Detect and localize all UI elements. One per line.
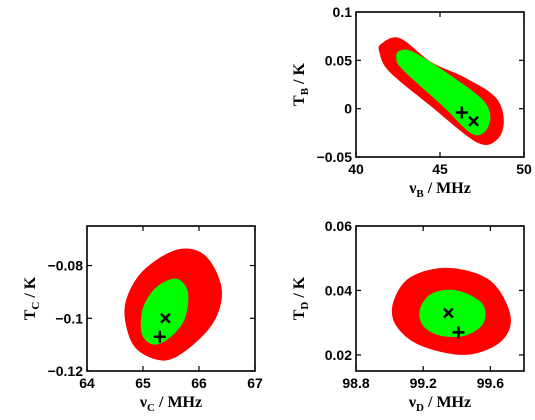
panel-c: 64 65 66 67 −0.12 −0.1 −0.08 νC / MHz TC / K [22, 225, 263, 414]
x-axis-label: νB / MHz [408, 180, 471, 200]
plot-area [378, 37, 504, 146]
cross-marker [160, 312, 171, 324]
cross-marker [468, 115, 479, 127]
y-tick-label: −0.1 [55, 310, 83, 326]
x-tick-label: 65 [135, 375, 151, 391]
x-tick-label: 40 [348, 161, 364, 177]
y-axis-label: TD / K [291, 276, 311, 320]
x-tick-label: 99.2 [410, 375, 437, 391]
x-axis-label: νD / MHz [408, 394, 471, 414]
y-axis-label: TB / K [291, 62, 311, 105]
x-tick-label: 64 [79, 375, 95, 391]
x-tick-label: 98.8 [342, 375, 369, 391]
y-tick-label: 0.1 [333, 4, 353, 20]
y-tick-label: 0.02 [325, 347, 352, 363]
y-tick-label: 0.05 [325, 52, 352, 68]
x-tick-label: 50 [516, 161, 532, 177]
panel-b: 40 45 50 −0.05 0 0.05 0.1 νB / MHz TB / K [291, 4, 532, 200]
inner-confidence-region [419, 289, 486, 337]
plus-marker [153, 330, 166, 343]
x-axis-label: νC / MHz [139, 394, 202, 414]
panel-d: 98.8 99.2 99.6 0.02 0.04 0.06 νD / MHz TD / K [291, 218, 525, 414]
y-tick-label: 0.06 [325, 218, 352, 234]
cross-marker [443, 307, 454, 319]
x-tick-label: 66 [191, 375, 207, 391]
y-tick-label: 0.04 [325, 282, 352, 298]
plus-marker [452, 326, 465, 339]
y-tick-label: −0.12 [48, 363, 84, 379]
y-tick-label: −0.08 [48, 258, 84, 274]
plus-marker [455, 106, 468, 119]
y-axis-label: TC / K [22, 276, 42, 320]
inner-confidence-region [140, 278, 189, 345]
inner-confidence-region [396, 49, 491, 136]
y-tick-label: −0.05 [317, 149, 353, 165]
plot-area [124, 248, 223, 361]
x-tick-label: 99.6 [477, 375, 504, 391]
y-tick-label: 0 [344, 101, 352, 117]
axes-frame [355, 225, 525, 372]
x-tick-label: 45 [432, 161, 448, 177]
axes-frame [86, 225, 256, 372]
x-tick-label: 67 [247, 375, 263, 391]
plot-area [391, 267, 511, 355]
